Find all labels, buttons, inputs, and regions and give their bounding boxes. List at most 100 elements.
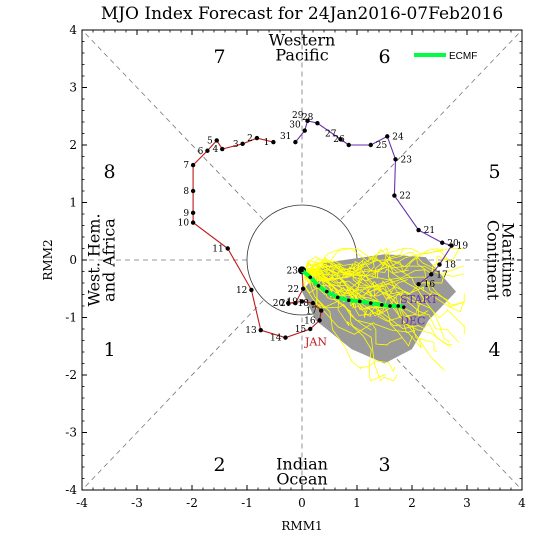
dec-series-day-label: 22 (399, 192, 410, 202)
month-label-start: START (400, 293, 438, 306)
jan-series-point (225, 246, 230, 251)
jan-series-point (299, 299, 305, 304)
x-tick-label: 0 (298, 496, 306, 510)
region-top-line-2: Pacific (275, 46, 328, 65)
ensemble-member-19 (304, 271, 403, 346)
chart-title: MJO Index Forecast for 24Jan2016-07Feb20… (101, 4, 503, 24)
ensemble-member-36 (304, 248, 465, 275)
jan-series-day-label: 13 (245, 326, 257, 336)
x-tick-label: -3 (131, 496, 143, 510)
jan-series-day-label: 9 (183, 209, 189, 219)
jan-series-point (258, 327, 263, 333)
forecast-point (396, 304, 401, 308)
dec-series-day-label: 27 (325, 129, 337, 139)
guide-line-diag-nw (81, 29, 264, 220)
jan-series-point (205, 148, 210, 153)
region-top-line-1: Western (269, 31, 336, 50)
forecast-point (335, 295, 340, 300)
dec-series-point (416, 227, 421, 233)
y-tick-label: 0 (69, 253, 77, 267)
dec-series-day-label: 25 (376, 141, 388, 151)
forecast-point (324, 289, 329, 294)
ensemble-member-26 (304, 265, 460, 343)
month-label-jan: JAN (304, 336, 327, 349)
y-tick-label: -3 (65, 426, 77, 440)
forecast-point (308, 275, 313, 280)
y-tick-label: 4 (69, 23, 77, 37)
jan-series-point (214, 138, 219, 143)
jan-series-day-label: 14 (270, 334, 282, 344)
ensemble-member-40 (304, 271, 429, 317)
dec-series-day-label: 20 (447, 239, 459, 249)
y-axis-label: RMM2 (41, 239, 55, 280)
ensemble-members (302, 247, 465, 382)
jan-series-point (293, 300, 298, 306)
y-tick-label: 2 (69, 138, 77, 152)
x-tick-label: 1 (353, 496, 361, 510)
y-tick-label: -2 (65, 368, 77, 382)
phase-label-5: 5 (488, 161, 500, 183)
jan-series-day-label: 1 (264, 138, 270, 148)
jan-series-point (249, 287, 254, 293)
jan-series-day-label: 5 (207, 136, 213, 146)
dec-series-day-label: 30 (289, 121, 301, 131)
phase-label-7: 7 (213, 46, 225, 68)
dec-series-point (293, 139, 298, 145)
jan-series-day-label: 23 (287, 266, 299, 276)
region-right-line-2: Continent (484, 220, 503, 301)
month-label-dec: DEC (400, 314, 425, 327)
jan-series-point (190, 188, 196, 194)
jan-series-point (310, 300, 316, 306)
jan-series-point (190, 220, 196, 225)
dec-series-line (294, 120, 453, 285)
ensemble-member-29 (302, 271, 422, 349)
x-axis-label: RMM1 (281, 519, 322, 533)
forecast-point (401, 305, 406, 309)
dec-series-point (449, 243, 454, 248)
y-tick-label: 3 (69, 81, 77, 95)
jan-series-point (319, 308, 324, 313)
guide-line-diag-sw (81, 300, 264, 491)
jan-series-day-label: 15 (295, 325, 307, 335)
jan-series-day-label: 22 (288, 285, 299, 295)
ensemble-member-35 (304, 264, 453, 346)
region-bottom-line-1: Indian (276, 455, 328, 474)
x-tick-label: -2 (186, 496, 198, 510)
guide-line-diag-ne (340, 29, 523, 220)
forecast-point (300, 268, 304, 273)
jan-series-day-label: 21 (280, 299, 291, 309)
jan-series-day-label: 16 (304, 316, 316, 326)
ensemble-member-24 (304, 257, 425, 295)
ensemble-member-5 (304, 271, 396, 373)
forecast-point (346, 298, 351, 303)
jan-series-day-label: 12 (236, 286, 247, 296)
ensemble-member-31 (304, 265, 464, 301)
guide-line-diag-se (340, 300, 523, 491)
jan-series-point (220, 146, 225, 152)
dec-series-point (437, 262, 442, 267)
region-left-line-2: and Africa (100, 218, 119, 302)
phase-label-6: 6 (378, 46, 390, 68)
phase-label-3: 3 (378, 454, 390, 476)
dec-series-point (302, 128, 307, 133)
jan-series-point (283, 335, 288, 340)
dec-series-day-label: 18 (445, 261, 457, 271)
dec-series-point (338, 137, 343, 142)
dec-series-point (315, 120, 320, 126)
jan-series-day-label: 3 (233, 140, 239, 150)
dec-series-point (393, 157, 398, 162)
x-tick-label: 4 (518, 496, 526, 510)
jan-series-point (240, 141, 245, 147)
ensemble-member-17 (304, 270, 465, 335)
x-tick-label: 3 (463, 496, 471, 510)
observed-trajectory: 1617181920212223242526272829303112345678… (178, 111, 469, 344)
dec-series-point (440, 240, 445, 245)
phase-label-8: 8 (103, 161, 115, 183)
jan-series-day-label: 10 (178, 219, 190, 229)
dec-series-day-label: 17 (436, 270, 448, 280)
forecast-point (379, 303, 384, 307)
y-tick-label: -4 (65, 483, 77, 497)
